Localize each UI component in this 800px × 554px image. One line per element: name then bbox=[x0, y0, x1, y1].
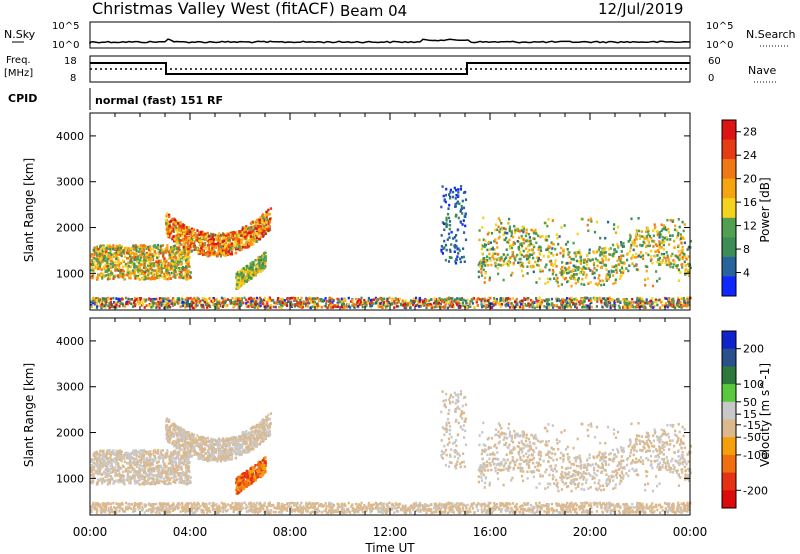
colorbar-segment bbox=[722, 331, 736, 350]
colorbar-segment bbox=[722, 276, 736, 297]
velocity-data-pixels bbox=[90, 390, 693, 515]
colorbar-tick-label: -50 bbox=[743, 431, 761, 444]
y-tick-label: 1000 bbox=[56, 472, 84, 485]
power-x-ticks bbox=[89, 113, 691, 310]
freq-tick-bottom: 8 bbox=[70, 73, 76, 84]
time-tick-label: 12:00 bbox=[373, 525, 408, 539]
freq-tick-top: 18 bbox=[64, 56, 77, 67]
y-tick-label: 4000 bbox=[56, 130, 84, 143]
nsky-label: N.Sky bbox=[4, 28, 36, 41]
nsky-tick-top: 10^5 bbox=[52, 21, 79, 32]
nsky-trace bbox=[89, 38, 690, 44]
colorbar-segment bbox=[722, 384, 736, 403]
colorbar-segment bbox=[722, 366, 736, 385]
colorbar-segment bbox=[722, 401, 736, 420]
colorbar-tick-label: -15 bbox=[743, 419, 761, 432]
date-label: 12/Jul/2019 bbox=[598, 0, 683, 18]
colorbar-segment bbox=[722, 178, 736, 199]
colorbar-tick-label: 8 bbox=[743, 243, 750, 256]
colorbar-segment bbox=[722, 437, 736, 456]
colorbar-segment bbox=[722, 454, 736, 474]
colorbar-segment bbox=[722, 120, 736, 141]
nsearch-label: N.Search bbox=[746, 28, 796, 41]
colorbar-segment bbox=[722, 237, 736, 258]
time-tick-label: 00:00 bbox=[73, 525, 108, 539]
nsearch-tick-top: 10^5 bbox=[706, 21, 733, 32]
colorbar-segment bbox=[722, 490, 736, 509]
y-tick-label: 2000 bbox=[56, 427, 84, 440]
colorbar-segment bbox=[722, 348, 736, 367]
velocity-y-axis: 1000 2000 3000 4000 bbox=[56, 335, 690, 485]
velocity-panel: 1000 2000 3000 4000 Slant Range [km] bbox=[22, 317, 693, 516]
power-data-pixels bbox=[90, 185, 693, 310]
time-tick-label: 00:00 bbox=[673, 525, 708, 539]
colorbar-tick-label: 12 bbox=[743, 220, 757, 233]
freq-panel: Freq. [MHz] 18 8 60 0 Nave bbox=[4, 55, 776, 84]
velocity-colorbar-label: Velocity [m s^-1] bbox=[758, 363, 772, 467]
nsearch-tick-bottom: 10^0 bbox=[706, 40, 733, 51]
colorbar-tick-label: 28 bbox=[743, 126, 757, 139]
freq-trace bbox=[90, 62, 690, 75]
colorbar-tick-label: -100 bbox=[743, 449, 768, 462]
y-tick-label: 3000 bbox=[56, 176, 84, 189]
colorbar-tick-label: 200 bbox=[743, 343, 764, 356]
colorbar-segment bbox=[722, 256, 736, 277]
power-y-axis: 1000 2000 3000 4000 bbox=[56, 130, 690, 280]
nave-tick-bottom: 0 bbox=[708, 73, 714, 84]
colorbar-segment bbox=[722, 139, 736, 160]
y-tick-label: 3000 bbox=[56, 381, 84, 394]
colorbar-segment bbox=[722, 198, 736, 219]
power-colorbar: 4 8 12 16 20 24 28 bbox=[721, 119, 757, 297]
cpid-label: CPID bbox=[8, 92, 37, 105]
y-tick-label: 2000 bbox=[56, 222, 84, 235]
beam-label: Beam 04 bbox=[340, 2, 407, 20]
colorbar-segment bbox=[722, 472, 736, 491]
station-title: Christmas Valley West (fitACF) bbox=[92, 0, 335, 18]
colorbar-tick-label: 4 bbox=[743, 267, 750, 280]
time-tick-label: 04:00 bbox=[173, 525, 208, 539]
power-panel: 1000 2000 3000 4000 Slant Range [km] bbox=[22, 112, 693, 311]
colorbar-tick-label: 15 bbox=[743, 408, 757, 421]
cpid-text: normal (fast) 151 RF bbox=[95, 94, 223, 107]
power-ylabel: Slant Range [km] bbox=[22, 158, 36, 262]
colorbar-segment bbox=[722, 159, 736, 180]
colorbar-tick-label: 16 bbox=[743, 196, 757, 209]
colorbar-tick-label: 100 bbox=[743, 378, 764, 391]
nsky-tick-bottom: 10^0 bbox=[52, 40, 79, 51]
y-tick-label: 1000 bbox=[56, 267, 84, 280]
nsky-panel: N.Sky 10^5 10^0 10^5 10^0 N.Search bbox=[4, 21, 796, 51]
colorbar-segment bbox=[722, 419, 736, 438]
colorbar-tick-label: 50 bbox=[743, 396, 757, 409]
time-tick-label: 08:00 bbox=[273, 525, 308, 539]
velocity-ylabel: Slant Range [km] bbox=[22, 363, 36, 467]
colorbar-tick-label: 24 bbox=[743, 149, 757, 162]
velocity-x-ticks bbox=[89, 318, 691, 515]
colorbar-tick-label: 20 bbox=[743, 173, 757, 186]
colorbar-tick-label: -200 bbox=[743, 484, 768, 497]
time-axis-labels: 00:00 04:00 08:00 12:00 16:00 20:00 00:00 bbox=[73, 525, 708, 539]
colorbar-segment bbox=[722, 217, 736, 238]
time-axis-title: Time UT bbox=[364, 541, 415, 554]
power-colorbar-label: Power [dB] bbox=[758, 177, 772, 242]
nave-tick-top: 60 bbox=[708, 56, 721, 67]
time-tick-label: 20:00 bbox=[573, 525, 608, 539]
freq-unit: [MHz] bbox=[4, 68, 33, 79]
y-tick-label: 4000 bbox=[56, 335, 84, 348]
cpid-row: CPID normal (fast) 151 RF bbox=[8, 88, 223, 110]
nave-label: Nave bbox=[748, 64, 776, 77]
time-tick-label: 16:00 bbox=[473, 525, 508, 539]
freq-label: Freq. bbox=[6, 55, 31, 66]
